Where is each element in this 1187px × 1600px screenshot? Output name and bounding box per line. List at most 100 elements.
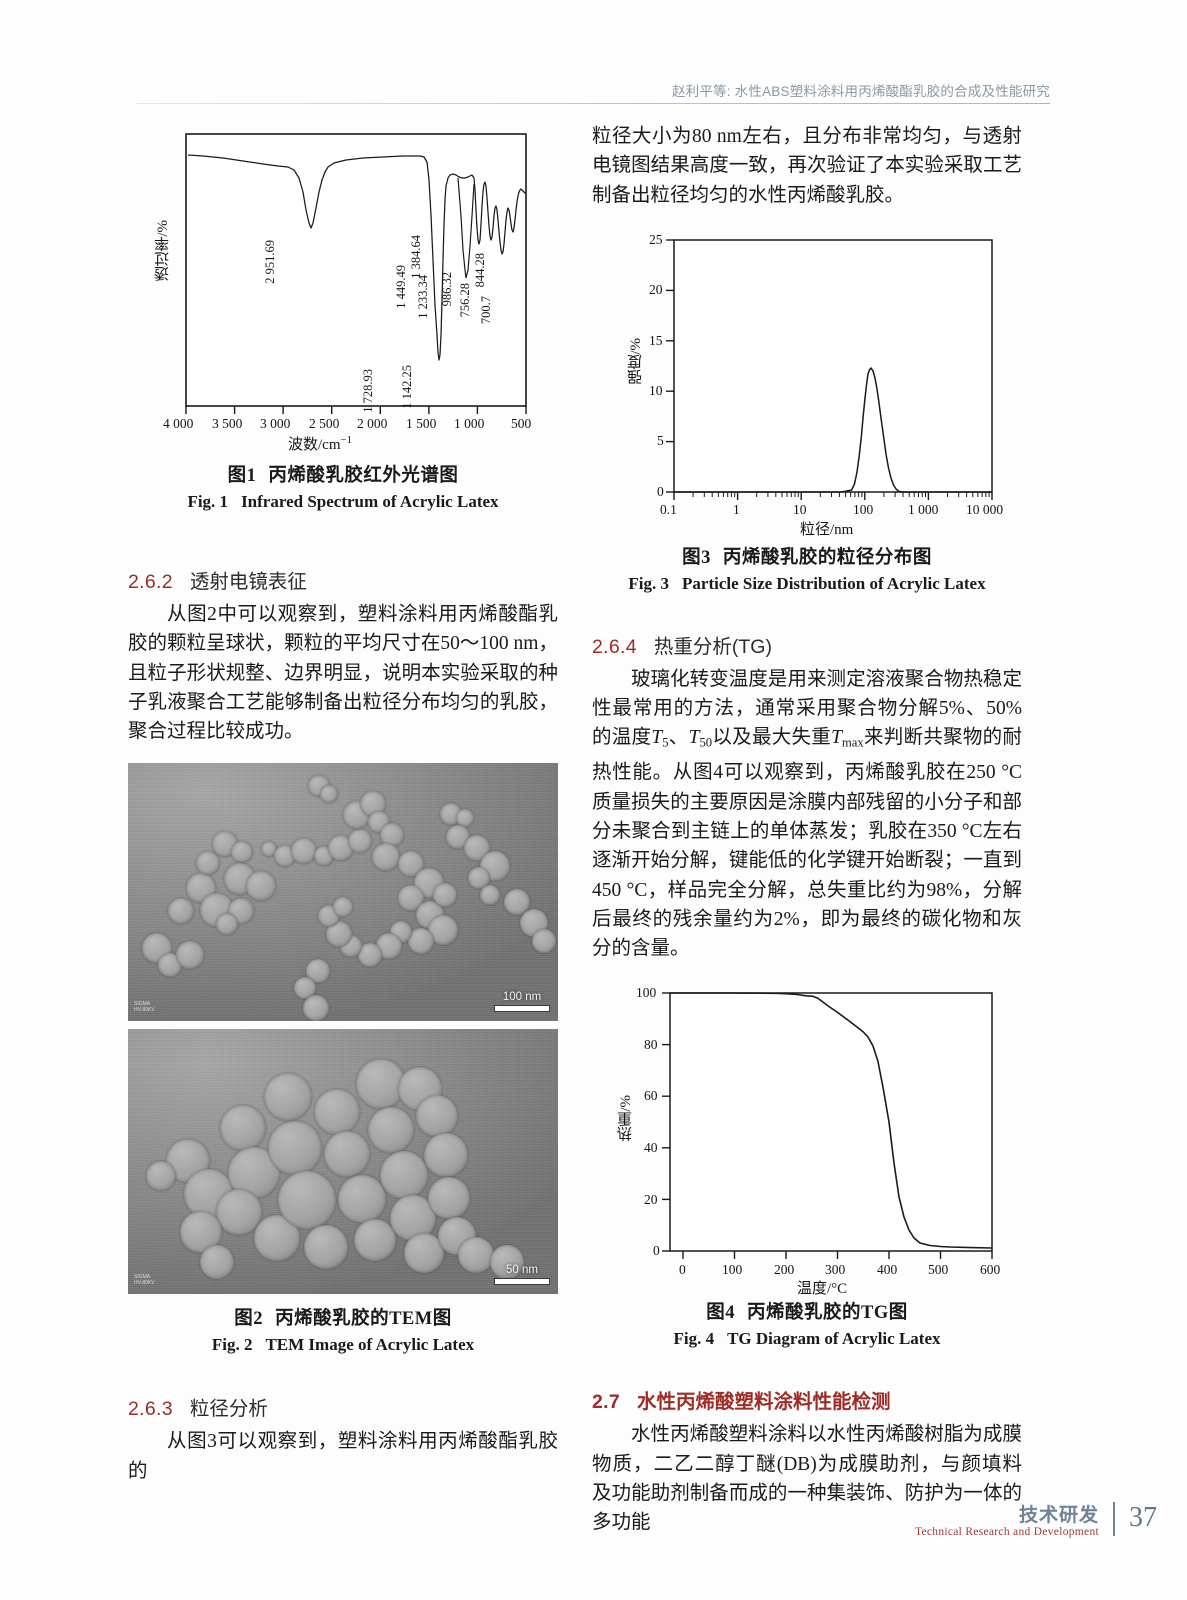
section-263-title: 粒径分析: [189, 1398, 268, 1421]
fig2-cn-text: 丙烯酸乳胶的TEM图: [275, 1309, 452, 1330]
section-heading-2-7: 2.7 水性丙烯酸塑料涂料性能检测: [592, 1387, 1022, 1417]
section-264-text-part2: 来判断共聚物的耐热性能。从图4可以观察到，丙烯酸乳胶在250 °C质量损失的主要…: [592, 727, 1022, 960]
fig4-ytick-40: 40: [644, 1140, 658, 1156]
tem-top-scale-label: 100 nm: [502, 991, 542, 1004]
footer-cn-label: 技术研发: [1018, 1505, 1099, 1526]
symbol-t50: T: [688, 727, 700, 749]
fig2-en-label: Fig. 2: [211, 1335, 253, 1355]
fig4-xtick-200: 200: [774, 1262, 795, 1278]
fig4-xtick-300: 300: [825, 1262, 846, 1278]
fig4-ytick-60: 60: [644, 1088, 658, 1104]
fig4-en-label: Fig. 4: [673, 1329, 715, 1349]
fig3-en-text: Particle Size Distribution of Acrylic La…: [682, 573, 986, 593]
fig4-ytick-0: 0: [653, 1243, 660, 1259]
symbol-t5: T: [651, 727, 663, 749]
section-264-title: 热重分析(TG): [653, 635, 772, 658]
section-27-paragraph: 水性丙烯酸塑料涂料以水性丙烯酸树脂为成膜物质，二乙二醇丁醚(DB)为成膜助剂，与…: [592, 1424, 1022, 1534]
fig4-ytick-20: 20: [644, 1192, 658, 1208]
figure-2-caption: 图2 丙烯酸乳胶的TEM图 Fig. 2 TEM Image of Acrylic …: [128, 1307, 558, 1357]
fig4-yaxis-label: 热重/%: [618, 1095, 634, 1143]
figure-1-ir-spectrum: 4 000 3 500 3 000 2 500 2 000 1 500 1 00…: [128, 120, 558, 453]
figure-3-caption: 图3 丙烯酸乳胶的粒径分布图 Fig. 3 Particle Size Distri…: [592, 546, 1022, 596]
fig3-cn-text: 丙烯酸乳胶的粒径分布图: [722, 547, 932, 568]
section-262-paragraph: 从图2中可以观察到，塑料涂料用丙烯酸酯乳胶的颗粒呈球状，颗粒的平均尺寸在50～1…: [128, 604, 558, 743]
section-heading-2-6-2: 2.6.2 透射电镜表征: [128, 567, 558, 597]
section-264-paragraph: 玻璃化转变温度是用来测定溶液聚合物热稳定性最常用的方法，通常采用聚合物分解5%、…: [592, 665, 1022, 964]
fig3-en-label: Fig. 3: [628, 573, 670, 593]
fig2-en-text: TEM Image of Acrylic Latex: [265, 1335, 475, 1355]
fig1-xtick-2: 3 000: [260, 416, 291, 431]
footer-divider: [1113, 1502, 1115, 1536]
tem-bottom-stamp: SIGMA HV-80KV: [134, 1274, 155, 1287]
figure-3-particle-size: 25 20 15 10 5 0 0.1 1 10 100 1 000 10 00…: [592, 226, 1022, 538]
fig1-cn-label: 图1: [227, 466, 257, 486]
fig3-xtick-3: 100: [853, 501, 874, 517]
section-263-number: 2.6.3: [128, 1398, 173, 1421]
fig4-xtick-100: 100: [722, 1262, 743, 1278]
fig1-xtick-5: 1 500: [406, 416, 437, 431]
fig1-peak-label-1384: 1 384.64: [409, 235, 423, 279]
tg-curve-svg: [662, 992, 993, 1260]
fig4-xtick-600: 600: [980, 1262, 1001, 1278]
ir-spectrum-svg: [185, 133, 527, 414]
fig4-xtick-400: 400: [877, 1262, 898, 1278]
section-264-number: 2.6.4: [592, 635, 637, 658]
figure-1-caption: 图1 丙烯酸乳胶红外光谱图 Fig. 1 Infrared Spectrum of …: [128, 464, 558, 514]
section-262-title: 透射电镜表征: [189, 571, 307, 593]
tem-bottom-scale-bar: 50 nm: [494, 1264, 550, 1286]
symbol-t5-sub: 5: [662, 736, 669, 751]
fig4-xaxis-label: 温度/°C: [797, 1281, 848, 1298]
fig3-cn-label: 图3: [682, 547, 711, 568]
symbol-tmax-sub: max: [841, 736, 864, 751]
fig1-peak-label-1233: 1 233.34: [416, 275, 430, 319]
page-number: 37: [1129, 1502, 1157, 1533]
fig3-ytick-15: 15: [649, 332, 663, 348]
fig1-yaxis-label: 透过率/%: [155, 220, 171, 282]
fig2-cn-label: 图2: [234, 1309, 264, 1330]
fig1-xaxis-label: 波数/cm−1: [288, 434, 352, 453]
fig3-xtick-1: 1: [733, 501, 740, 517]
tem-top-scale-bar: 100 nm: [494, 991, 550, 1013]
fig3-ytick-0: 0: [657, 483, 664, 499]
fig3-xtick-0: 0.1: [660, 501, 677, 517]
fig3-ytick-20: 20: [649, 281, 663, 297]
fig1-xtick-1: 3 500: [212, 416, 243, 431]
section-262-number: 2.6.2: [128, 571, 173, 593]
tem-top-stamp: SIGMA HV-80KV: [134, 1001, 155, 1014]
fig3-xtick-4: 1 000: [908, 501, 939, 517]
fig4-cn-label: 图4: [706, 1303, 736, 1324]
right-column: 粒径大小为80 nm左右，且分布非常均匀，与透射电镜图结果高度一致，再次验证了本…: [592, 120, 1022, 1538]
symbol-separator: 、: [668, 727, 689, 749]
fig1-cn-text: 丙烯酸乳胶红外光谱图: [268, 466, 459, 486]
tem-bottom-scale-label: 50 nm: [506, 1264, 538, 1277]
symbol-tmax: T: [831, 727, 842, 749]
fig4-xtick-500: 500: [928, 1262, 949, 1278]
fig1-peak-label-700: 700.7: [479, 296, 493, 325]
fig4-ytick-100: 100: [636, 985, 657, 1001]
figure-4-caption: 图4 丙烯酸乳胶的TG图 Fig. 4 TG Diagram of Acrylic …: [592, 1301, 1022, 1351]
section-heading-2-6-4: 2.6.4 热重分析(TG): [592, 632, 1022, 662]
fig3-ytick-5: 5: [657, 432, 664, 448]
fig4-en-text: TG Diagram of Acrylic Latex: [727, 1329, 941, 1349]
fig1-xtick-4: 2 000: [357, 416, 388, 431]
particle-size-svg: [666, 239, 993, 500]
fig4-xtick-0: 0: [679, 1262, 686, 1278]
left-column: 4 000 3 500 3 000 2 500 2 000 1 500 1 00…: [128, 120, 558, 1486]
fig1-peak-label-844: 844.28: [473, 253, 487, 288]
fig4-ytick-80: 80: [644, 1037, 658, 1053]
fig1-peak-label-1142: 1 142.25: [400, 365, 414, 409]
figure-4-tg-curve: 100 80 60 40 20 0 0 100 200 300 400 500 …: [592, 979, 1022, 1297]
running-head-rule: [137, 103, 1050, 104]
tem-image-top: SIGMA HV-80KV 100 nm: [128, 763, 558, 1022]
fig1-peak-label-2951: 2 951.69: [263, 240, 277, 284]
fig3-xtick-2: 10: [793, 501, 807, 517]
fig1-peak-label-1449: 1 449.49: [394, 265, 408, 309]
fig1-peak-label-986: 986.32: [440, 272, 454, 307]
section-264-text-part1: 玻璃化转变温度是用来测定溶液聚合物热稳定性最常用的方法，通常采用聚合物分解5%、…: [592, 668, 1022, 749]
fig4-cn-text: 丙烯酸乳胶的TG图: [747, 1303, 908, 1324]
fig1-xtick-0: 4 000: [163, 416, 194, 431]
running-head: 赵利平等: 水性ABS塑料涂料用丙烯酸酯乳胶的合成及性能研究: [671, 84, 1050, 99]
fig1-xtick-3: 2 500: [309, 416, 340, 431]
right-continuation-paragraph: 粒径大小为80 nm左右，且分布非常均匀，与透射电镜图结果高度一致，再次验证了本…: [592, 126, 1022, 206]
